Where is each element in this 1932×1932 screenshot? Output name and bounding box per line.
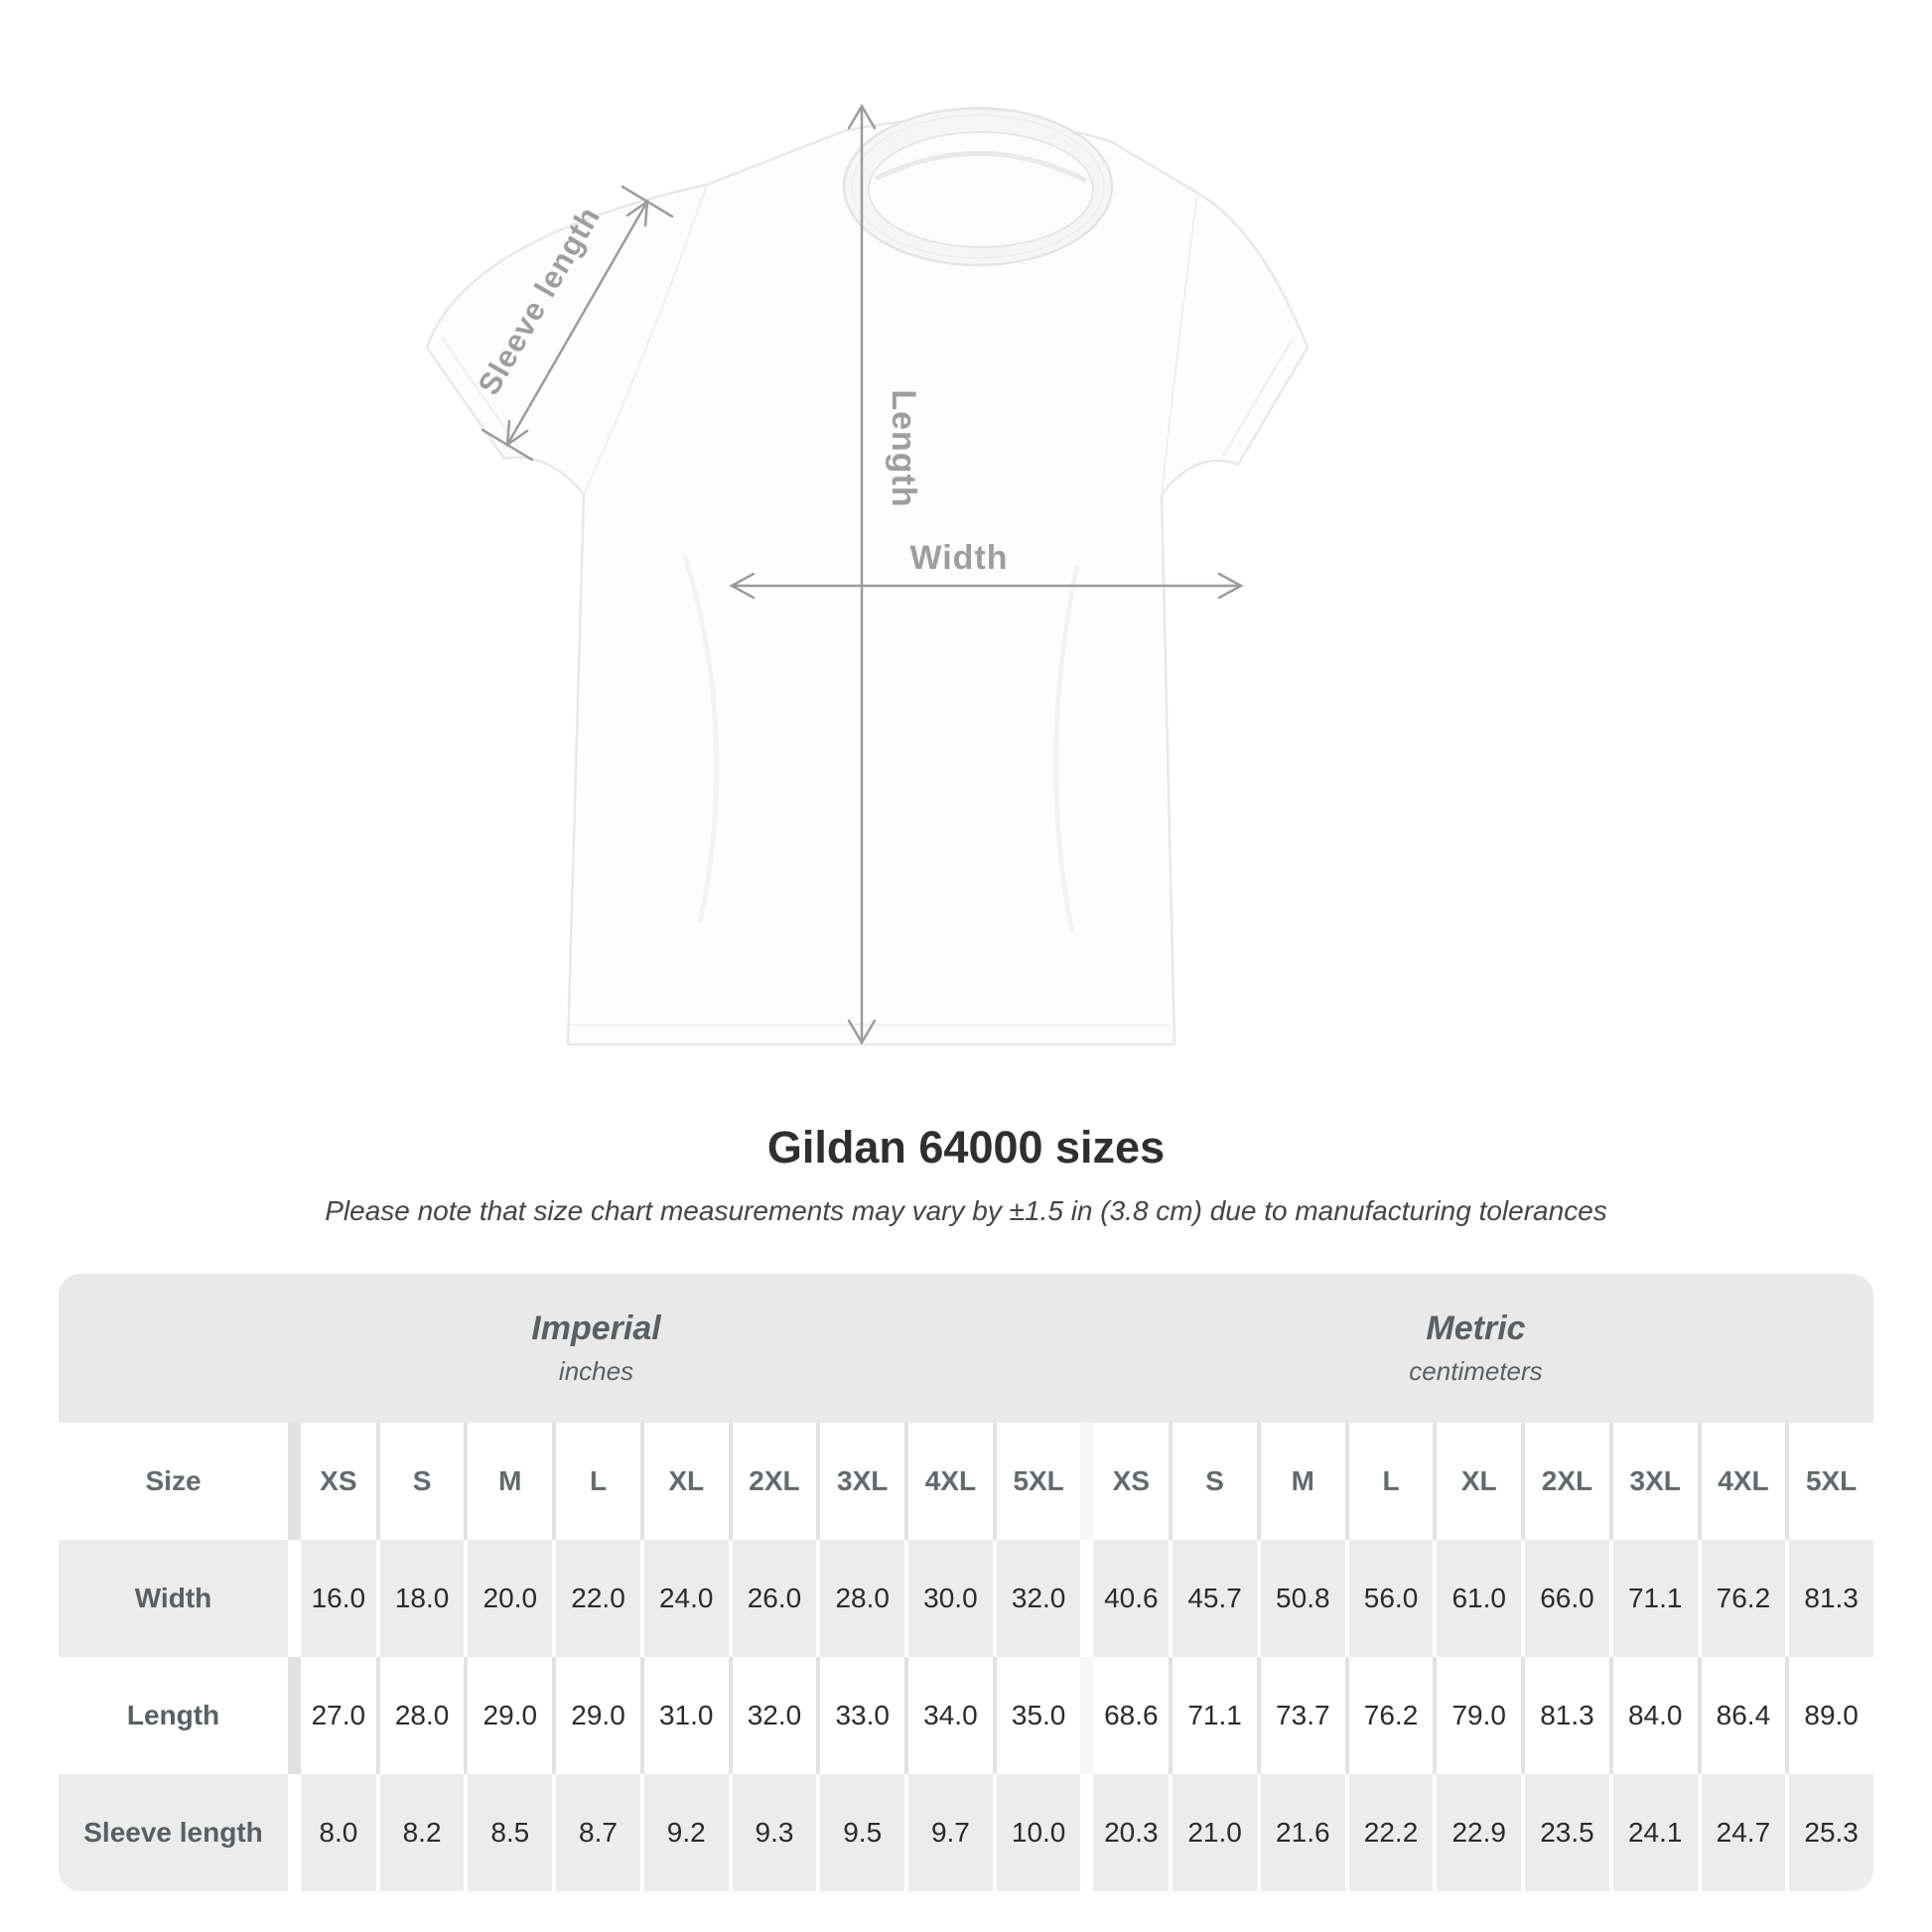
width-label: Width (909, 539, 1008, 577)
value-cell: 10.0 (992, 1774, 1081, 1891)
row-label: Width (134, 1583, 212, 1613)
size-header-cell: 3XL (1608, 1423, 1698, 1540)
value-cell: 24.0 (639, 1540, 729, 1657)
unit-header-band: Imperial inches Metric centimeters (59, 1274, 1873, 1423)
tshirt-diagram: Width Length Sleeve length (425, 103, 1310, 1046)
value-cell: 76.2 (1697, 1540, 1786, 1657)
size-header-cell: 3XL (816, 1423, 904, 1540)
value-cell: 9.3 (728, 1774, 817, 1891)
tshirt-collar (842, 106, 1114, 267)
value-cell: 76.2 (1344, 1657, 1434, 1774)
page-title: Gildan 64000 sizes (766, 1122, 1166, 1173)
size-header-cell: 2XL (728, 1423, 817, 1540)
size-header-cell: 2XL (1521, 1423, 1609, 1540)
imperial-unit: inches (558, 1356, 634, 1386)
sleeve-length-row: Sleeve length 8.0 8.2 8.5 8.7 9.2 9.3 9.… (59, 1774, 1873, 1891)
value-cell: 71.1 (1608, 1540, 1698, 1657)
row-label: Length (126, 1700, 220, 1730)
size-header-cell: M (464, 1423, 552, 1540)
size-header-cell: XS (288, 1423, 376, 1540)
value-cell: 8.0 (288, 1774, 376, 1891)
value-cell: 71.1 (1169, 1657, 1257, 1774)
value-cell: 32.0 (992, 1540, 1081, 1657)
value-cell: 22.0 (552, 1540, 640, 1657)
value-cell: 9.2 (639, 1774, 729, 1891)
sleeve-length-arrow (481, 185, 674, 462)
length-label: Length (885, 389, 922, 507)
value-cell: 20.0 (464, 1540, 552, 1657)
value-cell: 40.6 (1080, 1540, 1169, 1657)
row-label: Sleeve length (83, 1817, 263, 1848)
value-cell: 8.2 (375, 1774, 465, 1891)
size-header-cell: 5XL (1785, 1423, 1873, 1540)
length-arrow (847, 103, 877, 1045)
size-header-cell: S (1169, 1423, 1257, 1540)
value-cell: 25.3 (1785, 1774, 1873, 1891)
size-header-row: Size XS S M L XL 2XL 3XL 4XL 5XL XS S M … (59, 1423, 1873, 1540)
value-cell: 45.7 (1169, 1540, 1257, 1657)
value-cell: 30.0 (904, 1540, 993, 1657)
value-cell: 9.7 (904, 1774, 993, 1891)
imperial-title: Imperial (531, 1310, 661, 1347)
value-cell: 20.3 (1080, 1774, 1169, 1891)
size-column-header: Size (145, 1465, 202, 1496)
value-cell: 61.0 (1433, 1540, 1521, 1657)
length-row: Length 27.0 28.0 29.0 29.0 31.0 32.0 33.… (59, 1657, 1873, 1774)
value-cell: 29.0 (552, 1657, 640, 1774)
value-cell: 28.0 (375, 1657, 465, 1774)
metric-section-header: Metric centimeters (1078, 1274, 1873, 1423)
value-cell: 8.7 (552, 1774, 640, 1891)
value-cell: 28.0 (816, 1540, 904, 1657)
size-header-cell: XL (1433, 1423, 1521, 1540)
value-cell: 18.0 (375, 1540, 465, 1657)
value-cell: 89.0 (1785, 1657, 1873, 1774)
value-cell: 84.0 (1608, 1657, 1698, 1774)
value-cell: 29.0 (464, 1657, 552, 1774)
value-cell: 33.0 (816, 1657, 904, 1774)
value-cell: 86.4 (1697, 1657, 1786, 1774)
value-cell: 66.0 (1521, 1540, 1609, 1657)
value-cell: 50.8 (1256, 1540, 1345, 1657)
size-header-cell: L (552, 1423, 640, 1540)
size-header-cell: 4XL (1697, 1423, 1786, 1540)
value-cell: 32.0 (728, 1657, 817, 1774)
value-cell: 8.5 (464, 1774, 552, 1891)
value-cell: 73.7 (1256, 1657, 1345, 1774)
value-cell: 27.0 (288, 1657, 376, 1774)
tshirt-graphic (425, 106, 1310, 1046)
size-header-cell: 5XL (992, 1423, 1081, 1540)
value-cell: 81.3 (1785, 1540, 1873, 1657)
value-cell: 21.0 (1169, 1774, 1257, 1891)
value-cell: 81.3 (1521, 1657, 1609, 1774)
value-cell: 34.0 (904, 1657, 993, 1774)
value-cell: 68.6 (1080, 1657, 1169, 1774)
value-cell: 22.2 (1344, 1774, 1434, 1891)
page-subtitle: Please note that size chart measurements… (325, 1195, 1607, 1226)
metric-unit: centimeters (1409, 1356, 1543, 1386)
size-header-cell: 4XL (904, 1423, 993, 1540)
value-cell: 24.7 (1697, 1774, 1786, 1891)
size-header-cell: M (1256, 1423, 1345, 1540)
width-row: Width 16.0 18.0 20.0 22.0 24.0 26.0 28.0… (59, 1540, 1873, 1657)
value-cell: 56.0 (1344, 1540, 1434, 1657)
size-table: Imperial inches Metric centimeters Size … (59, 1274, 1873, 1891)
value-cell: 22.9 (1433, 1774, 1521, 1891)
value-cell: 9.5 (816, 1774, 904, 1891)
value-cell: 16.0 (288, 1540, 376, 1657)
metric-title: Metric (1426, 1310, 1526, 1347)
value-cell: 26.0 (728, 1540, 817, 1657)
size-header-cell: S (375, 1423, 465, 1540)
value-cell: 21.6 (1256, 1774, 1345, 1891)
size-header-cell: XL (639, 1423, 729, 1540)
size-header-cell: XS (1080, 1423, 1169, 1540)
imperial-section-header: Imperial inches (59, 1274, 1078, 1423)
value-cell: 31.0 (639, 1657, 729, 1774)
value-cell: 24.1 (1608, 1774, 1698, 1891)
size-header-cell: L (1344, 1423, 1434, 1540)
value-cell: 35.0 (992, 1657, 1081, 1774)
width-arrow (729, 572, 1244, 600)
value-cell: 79.0 (1433, 1657, 1521, 1774)
value-cell: 23.5 (1521, 1774, 1609, 1891)
